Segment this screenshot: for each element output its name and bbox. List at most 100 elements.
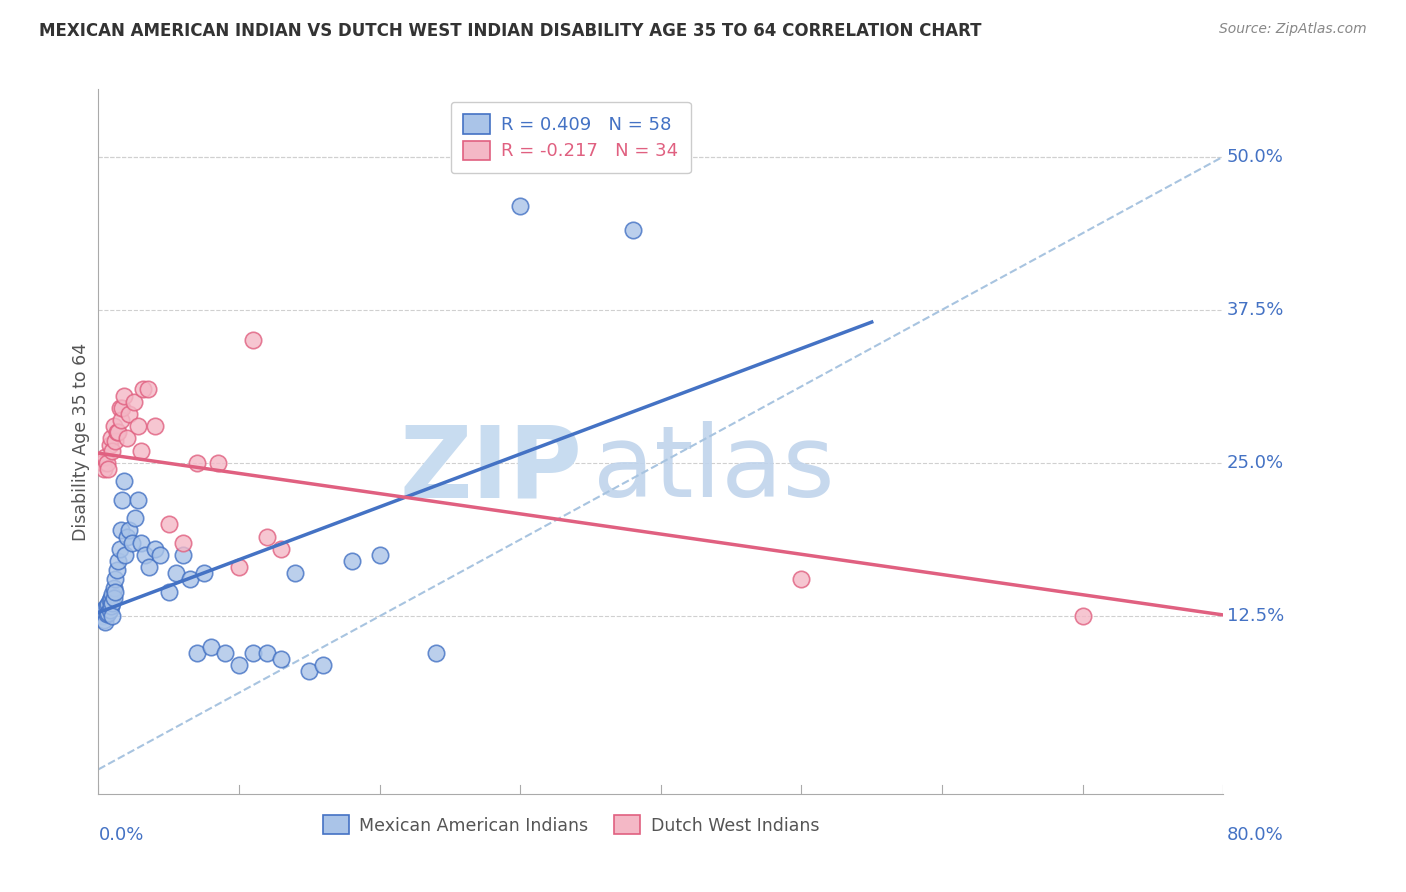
Point: [284, 566, 307, 581]
Text: MEXICAN AMERICAN INDIAN VS DUTCH WEST INDIAN DISABILITY AGE 35 TO 64 CORRELATION: MEXICAN AMERICAN INDIAN VS DUTCH WEST IN…: [39, 22, 981, 40]
Point: [256, 646, 278, 660]
Text: 50.0%: 50.0%: [1226, 147, 1284, 166]
Point: [105, 563, 128, 577]
Point: [105, 425, 128, 440]
Point: [97, 462, 120, 476]
Point: [242, 646, 264, 660]
Legend: Mexican American Indians, Dutch West Indians: Mexican American Indians, Dutch West Ind…: [315, 808, 827, 841]
Point: [118, 407, 141, 421]
Point: [100, 432, 122, 446]
Point: [193, 566, 215, 581]
Text: Source: ZipAtlas.com: Source: ZipAtlas.com: [1219, 22, 1367, 37]
Point: [93, 462, 115, 476]
Point: [228, 658, 250, 673]
Point: [214, 646, 236, 660]
Point: [143, 419, 166, 434]
Point: [179, 573, 201, 587]
Point: [121, 535, 143, 549]
Text: 12.5%: 12.5%: [1226, 607, 1284, 625]
Text: ZIP: ZIP: [399, 421, 582, 518]
Point: [111, 401, 134, 415]
Point: [110, 413, 132, 427]
Point: [94, 606, 117, 620]
Point: [104, 573, 127, 587]
Point: [93, 613, 115, 627]
Point: [100, 599, 122, 614]
Point: [298, 665, 321, 679]
Point: [96, 456, 118, 470]
Point: [621, 223, 644, 237]
Point: [112, 388, 135, 402]
Point: [172, 535, 194, 549]
Point: [165, 566, 187, 581]
Text: 25.0%: 25.0%: [1226, 454, 1284, 472]
Point: [94, 450, 117, 464]
Point: [242, 334, 264, 348]
Point: [97, 597, 120, 611]
Text: 80.0%: 80.0%: [1226, 826, 1284, 844]
Point: [91, 456, 114, 470]
Point: [104, 584, 127, 599]
Point: [118, 524, 141, 538]
Text: 0.0%: 0.0%: [98, 826, 143, 844]
Point: [132, 383, 155, 397]
Point: [107, 554, 129, 568]
Point: [107, 425, 129, 440]
Point: [101, 587, 124, 601]
Point: [110, 524, 132, 538]
Point: [91, 609, 114, 624]
Point: [340, 554, 363, 568]
Text: atlas: atlas: [593, 421, 835, 518]
Text: 37.5%: 37.5%: [1226, 301, 1284, 318]
Point: [143, 541, 166, 556]
Point: [98, 603, 121, 617]
Point: [207, 456, 229, 470]
Point: [98, 437, 121, 451]
Point: [103, 581, 125, 595]
Point: [103, 419, 125, 434]
Point: [101, 596, 124, 610]
Point: [200, 640, 222, 654]
Point: [114, 548, 136, 562]
Point: [111, 492, 134, 507]
Point: [127, 419, 149, 434]
Point: [115, 529, 138, 543]
Point: [108, 401, 131, 415]
Point: [97, 606, 120, 620]
Point: [108, 541, 131, 556]
Point: [270, 541, 292, 556]
Point: [186, 456, 208, 470]
Point: [368, 548, 391, 562]
Point: [136, 383, 159, 397]
Point: [101, 443, 124, 458]
Point: [122, 394, 145, 409]
Point: [129, 443, 152, 458]
Point: [93, 603, 115, 617]
Point: [127, 492, 149, 507]
Point: [104, 434, 127, 448]
Point: [509, 199, 531, 213]
Point: [98, 593, 121, 607]
Point: [124, 511, 146, 525]
Y-axis label: Disability Age 35 to 64: Disability Age 35 to 64: [72, 343, 90, 541]
Point: [112, 475, 135, 489]
Point: [157, 517, 180, 532]
Point: [129, 535, 152, 549]
Point: [790, 573, 813, 587]
Point: [1071, 609, 1094, 624]
Point: [96, 607, 118, 621]
Point: [172, 548, 194, 562]
Point: [312, 658, 335, 673]
Point: [138, 560, 160, 574]
Point: [94, 600, 117, 615]
Point: [115, 432, 138, 446]
Point: [149, 548, 172, 562]
Point: [94, 615, 117, 630]
Point: [101, 609, 124, 624]
Point: [425, 646, 447, 660]
Point: [270, 652, 292, 666]
Point: [134, 548, 156, 562]
Point: [96, 599, 118, 614]
Point: [103, 591, 125, 605]
Point: [100, 591, 122, 605]
